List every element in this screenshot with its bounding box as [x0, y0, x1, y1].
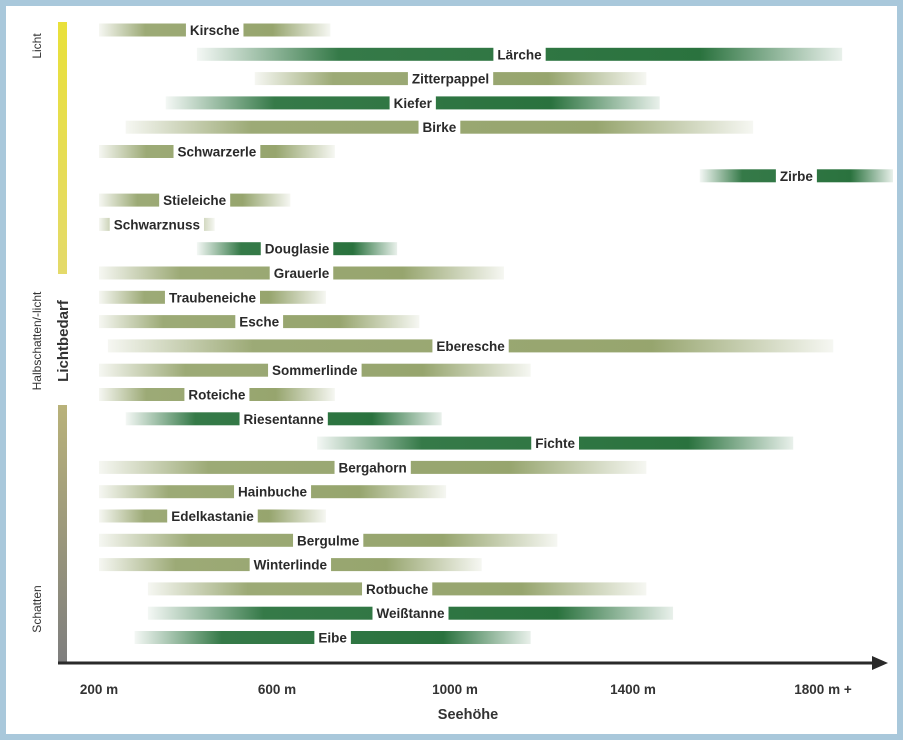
bar-label: Zitterpappel — [412, 72, 489, 87]
bar-traubeneiche: Traubeneiche — [99, 289, 326, 305]
bar-label: Schwarznuss — [114, 217, 200, 232]
bar-douglasie: Douglasie — [196, 241, 398, 257]
bar-label: Eibe — [318, 631, 347, 646]
bar-fichte: Fichte — [317, 435, 794, 451]
bar-label: Roteiche — [188, 388, 246, 403]
bar-sommerlinde: Sommerlinde — [99, 362, 531, 378]
bar-birke: Birke — [125, 119, 754, 135]
bar-label-background — [260, 241, 334, 257]
bar-label-background — [293, 532, 364, 548]
bar-label: Kiefer — [394, 96, 433, 111]
bar-label-background — [407, 71, 494, 87]
bar-winterlinde: Winterlinde — [99, 557, 482, 573]
bar-label: Edelkastanie — [171, 509, 254, 524]
bar-rotbuche: Rotbuche — [147, 581, 647, 597]
bar-eibe: Eibe — [134, 630, 531, 646]
bar-schwarznuss: Schwarznuss — [99, 216, 215, 232]
bar-label: Bergahorn — [339, 460, 407, 475]
bar-label-background — [184, 387, 250, 402]
bar-label: Weißtanne — [376, 606, 444, 621]
bar-label-background — [173, 144, 261, 159]
x-axis-arrow-icon — [872, 656, 888, 670]
x-tick-label: 1000 m — [432, 682, 478, 697]
bar-zitterpappel: Zitterpappel — [254, 71, 647, 87]
scale-label-middle: Halbschatten/-licht — [30, 291, 44, 390]
bar-label-background — [269, 265, 334, 281]
x-axis: 200 m 600 m 1000 m 1400 m 1800 m + Seehöhe — [58, 656, 888, 723]
x-axis-title: Seehöhe — [438, 707, 498, 723]
bar-label: Hainbuche — [238, 485, 308, 500]
chart-frame: Licht Halbschatten/-licht Lichtbedarf Sc… — [6, 6, 897, 734]
bar-label-background — [531, 435, 580, 451]
bar-kirsche: Kirsche — [99, 22, 331, 38]
bar-schwarzerle: Schwarzerle — [99, 144, 335, 160]
bar-weisstanne: Weißtanne — [147, 605, 674, 621]
bar-label: Sommerlinde — [272, 363, 358, 378]
bar-label: Lärche — [497, 47, 542, 62]
bar-kiefer: Kiefer — [165, 95, 660, 111]
bar-label: Riesentanne — [244, 412, 325, 427]
x-tick-label: 1800 m + — [794, 682, 852, 697]
altitude-light-chart: Licht Halbschatten/-licht Lichtbedarf Sc… — [30, 22, 893, 723]
bar-label-background — [268, 362, 362, 378]
bar-grauerle: Grauerle — [99, 265, 504, 281]
bar-label-background — [314, 630, 351, 645]
bar-label-background — [164, 289, 260, 305]
bar-label-background — [362, 581, 433, 597]
bar-label-background — [167, 508, 258, 524]
bar-edelkastanie: Edelkastanie — [99, 508, 326, 524]
bar-label: Esche — [239, 315, 279, 330]
bar-label-background — [389, 95, 436, 111]
bar-label-background — [185, 22, 244, 38]
bar-label: Winterlinde — [254, 558, 328, 573]
bar-label: Eberesche — [436, 339, 505, 354]
bar-label-background — [418, 119, 461, 135]
bar-label-background — [109, 216, 204, 232]
bar-bergahorn: Bergahorn — [99, 459, 647, 475]
bar-stieleiche: Stieleiche — [99, 192, 291, 208]
bar-label-background — [432, 338, 509, 354]
bar-label-background — [372, 605, 449, 621]
bar-label: Rotbuche — [366, 582, 429, 597]
bar-hainbuche: Hainbuche — [99, 484, 447, 500]
scale-label-bottom: Schatten — [30, 585, 44, 632]
bar-label-background — [234, 484, 312, 500]
bar-label: Traubeneiche — [169, 290, 257, 305]
light-scale-bar — [58, 22, 67, 274]
bar-label: Zirbe — [780, 169, 813, 184]
bar-eberesche: Eberesche — [107, 338, 834, 354]
bar-label: Birke — [423, 120, 457, 135]
shade-scale-bar — [58, 405, 67, 663]
bar-label: Kirsche — [190, 23, 240, 38]
bar-label-background — [239, 411, 328, 427]
bar-label-background — [775, 168, 817, 184]
bar-group: Kirsche Lärche Zitterpappel Kiefer Birke Schw… — [99, 22, 893, 646]
x-tick-label: 1400 m — [610, 682, 656, 697]
bar-bergulme: Bergulme — [99, 532, 558, 548]
bar-label: Schwarzerle — [178, 145, 257, 160]
x-tick-label: 200 m — [80, 682, 118, 697]
bar-label: Fichte — [535, 436, 575, 451]
bar-label-background — [159, 192, 231, 208]
x-tick-label: 600 m — [258, 682, 296, 697]
y-axis-title: Lichtbedarf — [55, 299, 72, 382]
bar-laerche: Lärche — [196, 46, 843, 62]
bar-label-background — [334, 459, 411, 475]
bar-label-background — [249, 557, 332, 573]
bar-zirbe: Zirbe — [699, 168, 893, 184]
bar-label: Grauerle — [274, 266, 330, 281]
bar-label: Douglasie — [265, 242, 330, 257]
bar-label-background — [235, 314, 284, 330]
bar-label-background — [493, 46, 546, 62]
bar-esche: Esche — [99, 314, 420, 330]
bar-roteiche: Roteiche — [99, 387, 335, 403]
bar-label: Stieleiche — [163, 193, 227, 208]
scale-label-top: Licht — [30, 33, 44, 59]
bar-label: Bergulme — [297, 533, 360, 548]
bar-riesentanne: Riesentanne — [125, 411, 442, 427]
light-scale: Licht Halbschatten/-licht Lichtbedarf Sc… — [30, 22, 72, 663]
